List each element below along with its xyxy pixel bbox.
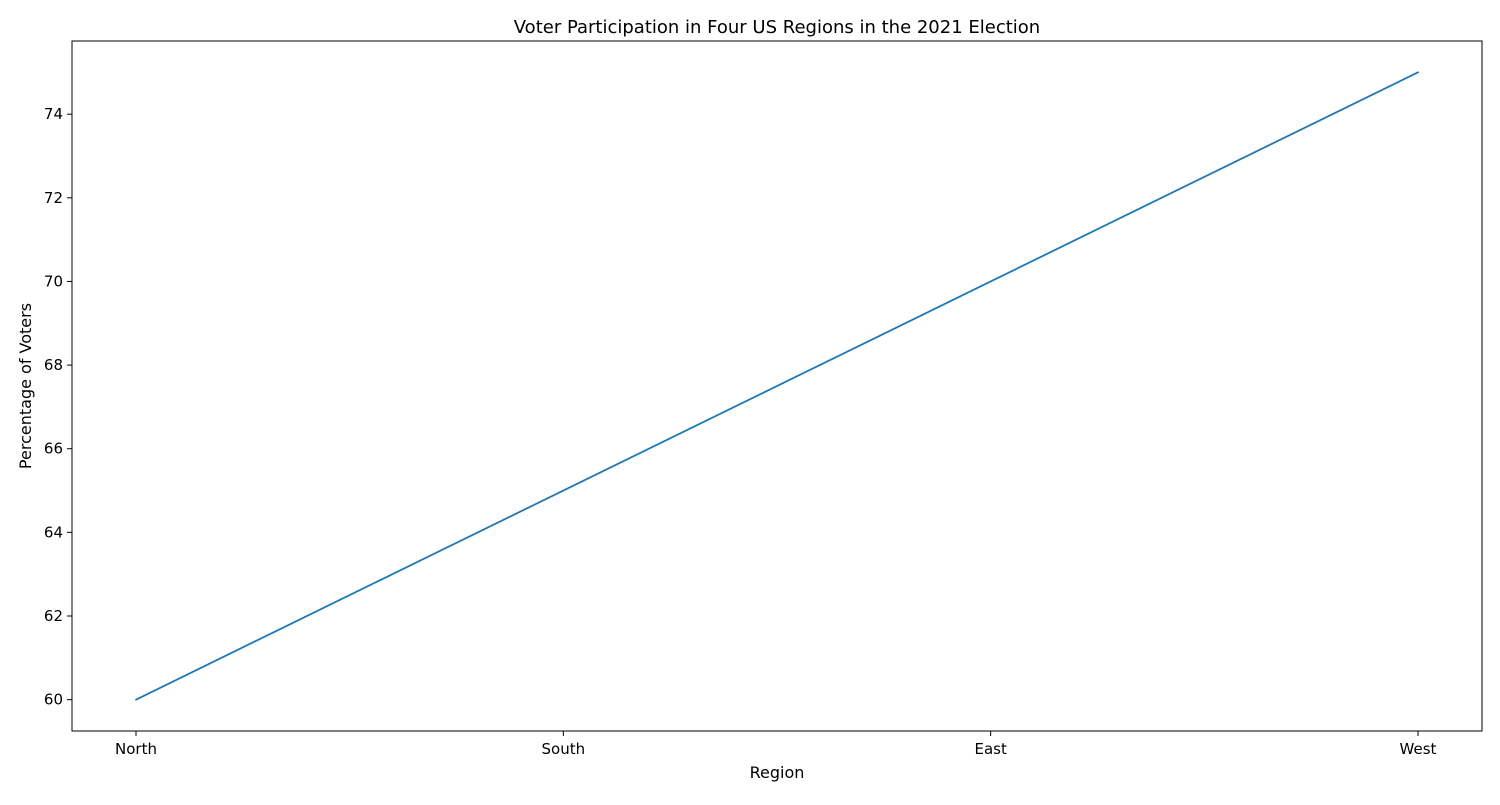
y-tick-label: 62 [44,607,63,625]
y-tick-label: 66 [44,440,63,458]
x-tick-label: West [1400,740,1437,758]
y-tick-label: 60 [44,691,63,709]
y-tick-label: 74 [44,105,63,123]
chart-title: Voter Participation in Four US Regions i… [514,17,1040,38]
x-tick-label: North [115,740,157,758]
y-axis: 60 62 64 66 68 70 72 74 [44,105,72,709]
y-tick-label: 70 [44,272,63,290]
y-tick-label: 68 [44,356,63,374]
y-axis-label: Percentage of Voters [16,303,35,469]
y-tick-label: 64 [44,523,63,541]
y-tick-label: 72 [44,189,63,207]
x-axis: North South East West [115,731,1437,758]
x-tick-label: East [974,740,1006,758]
x-axis-label: Region [750,763,805,782]
plot-area-frame [71,40,1483,732]
series-line [135,71,1419,701]
series-layer [135,71,1419,701]
x-tick-label: South [542,740,586,758]
